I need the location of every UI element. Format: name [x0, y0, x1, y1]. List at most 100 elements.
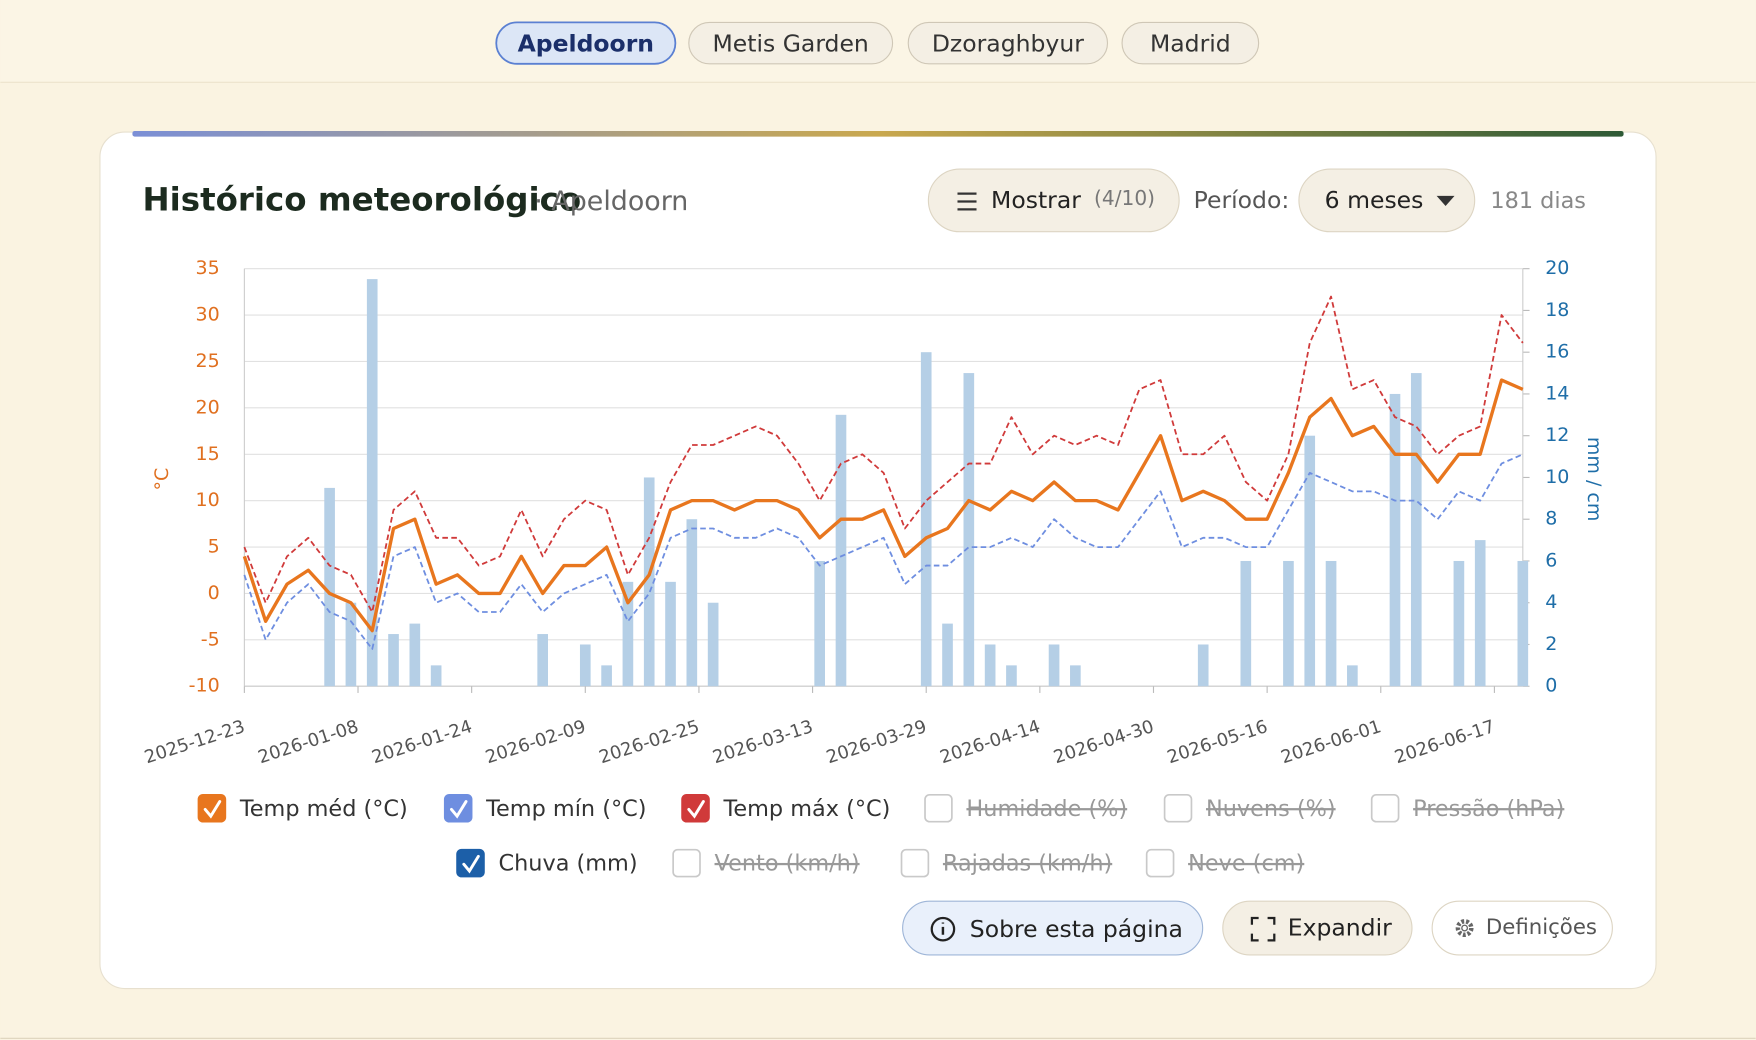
expand-icon — [1250, 916, 1276, 942]
tab[interactable]: Madrid — [1121, 21, 1260, 65]
tab-label: Metis Garden — [713, 29, 869, 57]
rain-bar — [686, 519, 698, 687]
checkbox — [900, 848, 930, 878]
rain-bar — [984, 644, 996, 687]
tab-bg — [907, 21, 1109, 65]
menu-icon — [957, 192, 977, 211]
rain-bar — [1517, 560, 1529, 687]
tab-label: Apeldoorn — [518, 29, 654, 57]
checkbox — [924, 793, 953, 823]
tab-label: Dzoraghbyur — [932, 29, 1084, 57]
checkbox — [1370, 793, 1400, 823]
legend-item[interactable]: Chuva (mm) — [456, 848, 638, 878]
select-value: 6 meses — [1325, 186, 1424, 214]
y-tick-label: 20 — [196, 396, 220, 418]
subtitle: · Apeldoorn — [534, 186, 688, 217]
rain-bar — [579, 644, 591, 687]
rain-bar — [707, 602, 719, 687]
checkmark — [462, 854, 480, 874]
button-bg — [927, 168, 1180, 233]
legend-item[interactable]: Pressão (hPa) — [1370, 793, 1565, 823]
rain-bar — [920, 352, 932, 687]
expand-button[interactable]: Expandir — [1222, 900, 1413, 956]
rain-bar — [1347, 665, 1358, 687]
checkbox — [197, 793, 227, 823]
about-button[interactable]: Sobre esta página — [902, 900, 1204, 956]
y2-tick-label: 4 — [1545, 591, 1557, 613]
button-count: (4/10) — [1094, 186, 1155, 210]
legend-label: Humidade (%) — [966, 796, 1127, 822]
button-label: Definições — [1486, 915, 1597, 940]
y2-tick-label: 10 — [1545, 466, 1569, 488]
y2-tick-label: 12 — [1545, 424, 1569, 446]
rain-bar — [814, 560, 826, 687]
y2-tick-label: 16 — [1545, 341, 1569, 363]
legend-item[interactable]: Rajadas (km/h) — [900, 848, 1113, 878]
rain-bar — [942, 623, 953, 687]
legend-label: Nuvens (%) — [1206, 796, 1336, 822]
rain-bar — [1474, 540, 1486, 687]
rain-bar — [1453, 560, 1465, 687]
rain-bar — [1070, 665, 1081, 687]
temp-line — [243, 295, 1524, 613]
rain-bar — [345, 602, 357, 687]
rain-bar — [430, 665, 442, 687]
button-bg — [1431, 900, 1613, 956]
rain-bar — [835, 414, 847, 687]
info-icon — [930, 916, 956, 942]
checkbox — [672, 848, 701, 878]
checkbox — [681, 793, 710, 823]
legend-item[interactable]: Temp méd (°C) — [197, 793, 408, 823]
checkbox — [456, 848, 485, 878]
tab-bg — [495, 21, 677, 65]
y-tick-label: 15 — [196, 443, 220, 465]
tab[interactable]: Dzoraghbyur — [907, 21, 1109, 65]
period-select[interactable]: 6 meses — [1298, 168, 1476, 233]
y2-tick-label: 6 — [1545, 549, 1557, 571]
legend-item[interactable]: Temp mín (°C) — [443, 793, 647, 823]
legend-item[interactable]: Temp máx (°C) — [681, 793, 890, 823]
rain-bar — [665, 581, 676, 687]
gear-icon-center — [1461, 924, 1469, 932]
tab-bg — [688, 21, 894, 65]
legend-item[interactable]: Humidade (%) — [924, 793, 1127, 823]
y2-tick-label: 0 — [1545, 675, 1557, 697]
title: Histórico meteorológico — [142, 181, 581, 219]
rain-bar — [601, 665, 612, 687]
accent-bar — [132, 130, 1624, 137]
rain-bar — [1048, 644, 1060, 687]
rain-bar — [643, 477, 655, 687]
y2-axis-label: mm / cm — [1583, 437, 1605, 522]
y-tick-label: 25 — [196, 350, 220, 372]
legend-label: Temp méd (°C) — [239, 796, 408, 822]
temp-line — [243, 453, 1524, 650]
legend-label: Temp mín (°C) — [485, 796, 646, 822]
tab[interactable]: Apeldoorn — [495, 21, 677, 65]
rain-bar — [1283, 560, 1294, 687]
legend-item[interactable]: Vento (km/h) — [672, 848, 860, 878]
y-tick-label: 30 — [196, 304, 220, 326]
legend-label: Chuva (mm) — [498, 851, 637, 877]
rain-bar — [622, 581, 634, 687]
legend-item[interactable]: Neve (cm) — [1145, 848, 1305, 878]
legend-label: Pressão (hPa) — [1413, 796, 1564, 822]
button-bg — [902, 900, 1204, 956]
y-tick-label: 35 — [196, 257, 220, 279]
rain-bar — [1240, 560, 1252, 687]
gear-icon — [1455, 919, 1474, 938]
rain-bar — [1325, 560, 1337, 687]
button-label: Expandir — [1288, 914, 1392, 942]
show-button[interactable]: Mostrar (4/10) — [927, 168, 1180, 233]
y-axis-label: °C — [151, 468, 173, 491]
settings-button[interactable]: Definições — [1431, 900, 1613, 956]
rain-bar — [388, 634, 399, 687]
rain-bar — [409, 623, 421, 687]
tab-bg — [1121, 21, 1260, 65]
tab[interactable]: Metis Garden — [688, 21, 894, 65]
select-bg — [1298, 168, 1476, 233]
y-tick-label: 10 — [196, 489, 220, 511]
legend: Temp méd (°C) Temp mín (°C) Temp máx (°C) H… — [197, 793, 1565, 878]
legend-item[interactable]: Nuvens (%) — [1163, 793, 1336, 823]
rain-bar — [1410, 373, 1422, 687]
y-tick-label: -5 — [201, 628, 220, 650]
